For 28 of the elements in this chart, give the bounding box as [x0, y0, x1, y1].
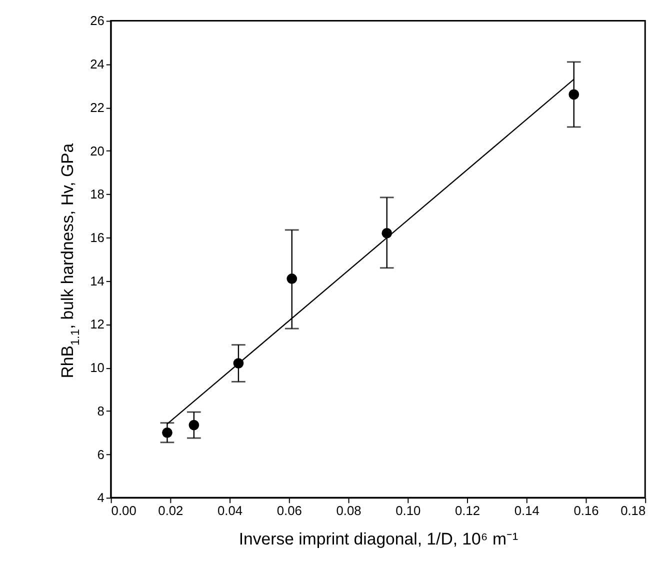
- x-tick-label: 0.10: [396, 502, 421, 518]
- x-tick-label: 0.14: [514, 502, 540, 518]
- y-tick-label: 24: [90, 56, 104, 72]
- point: [286, 274, 298, 284]
- y-tick-label: 10: [90, 360, 104, 376]
- x-axis-title: Inverse imprint diagonal, 1/D, 10⁶ m⁻¹: [238, 530, 518, 549]
- x-tick-label: 0.18: [620, 502, 646, 518]
- x-tick-label: 0.00: [111, 502, 136, 518]
- x-tick-label: 0.02: [158, 502, 184, 518]
- y-tick-label: 16: [90, 230, 104, 245]
- x-tick-label: 0.08: [336, 502, 362, 518]
- y-tick-label: 26: [90, 13, 104, 28]
- y-tick-label: 12: [90, 316, 104, 332]
- point: [188, 420, 200, 430]
- point: [162, 427, 172, 438]
- y-tick-label: 6: [97, 446, 104, 462]
- y-tick-label: 20: [90, 143, 104, 158]
- x-tick-label: 0.06: [276, 502, 302, 518]
- y-tick-label: 18: [90, 186, 104, 202]
- y-tick-label: 22: [90, 100, 104, 115]
- y-tick-label: 8: [97, 403, 104, 418]
- x-tick-label: 0.16: [574, 502, 599, 518]
- x-tick-label: 0.04: [218, 502, 243, 518]
- y-tick-label: 14: [90, 273, 104, 288]
- point: [568, 89, 580, 100]
- y-tick-label: 4: [97, 490, 104, 506]
- y-axis-title: RhB1.1, bulk hardness, Hv, GPa: [58, 142, 82, 378]
- x-tick-label: 0.12: [454, 502, 480, 518]
